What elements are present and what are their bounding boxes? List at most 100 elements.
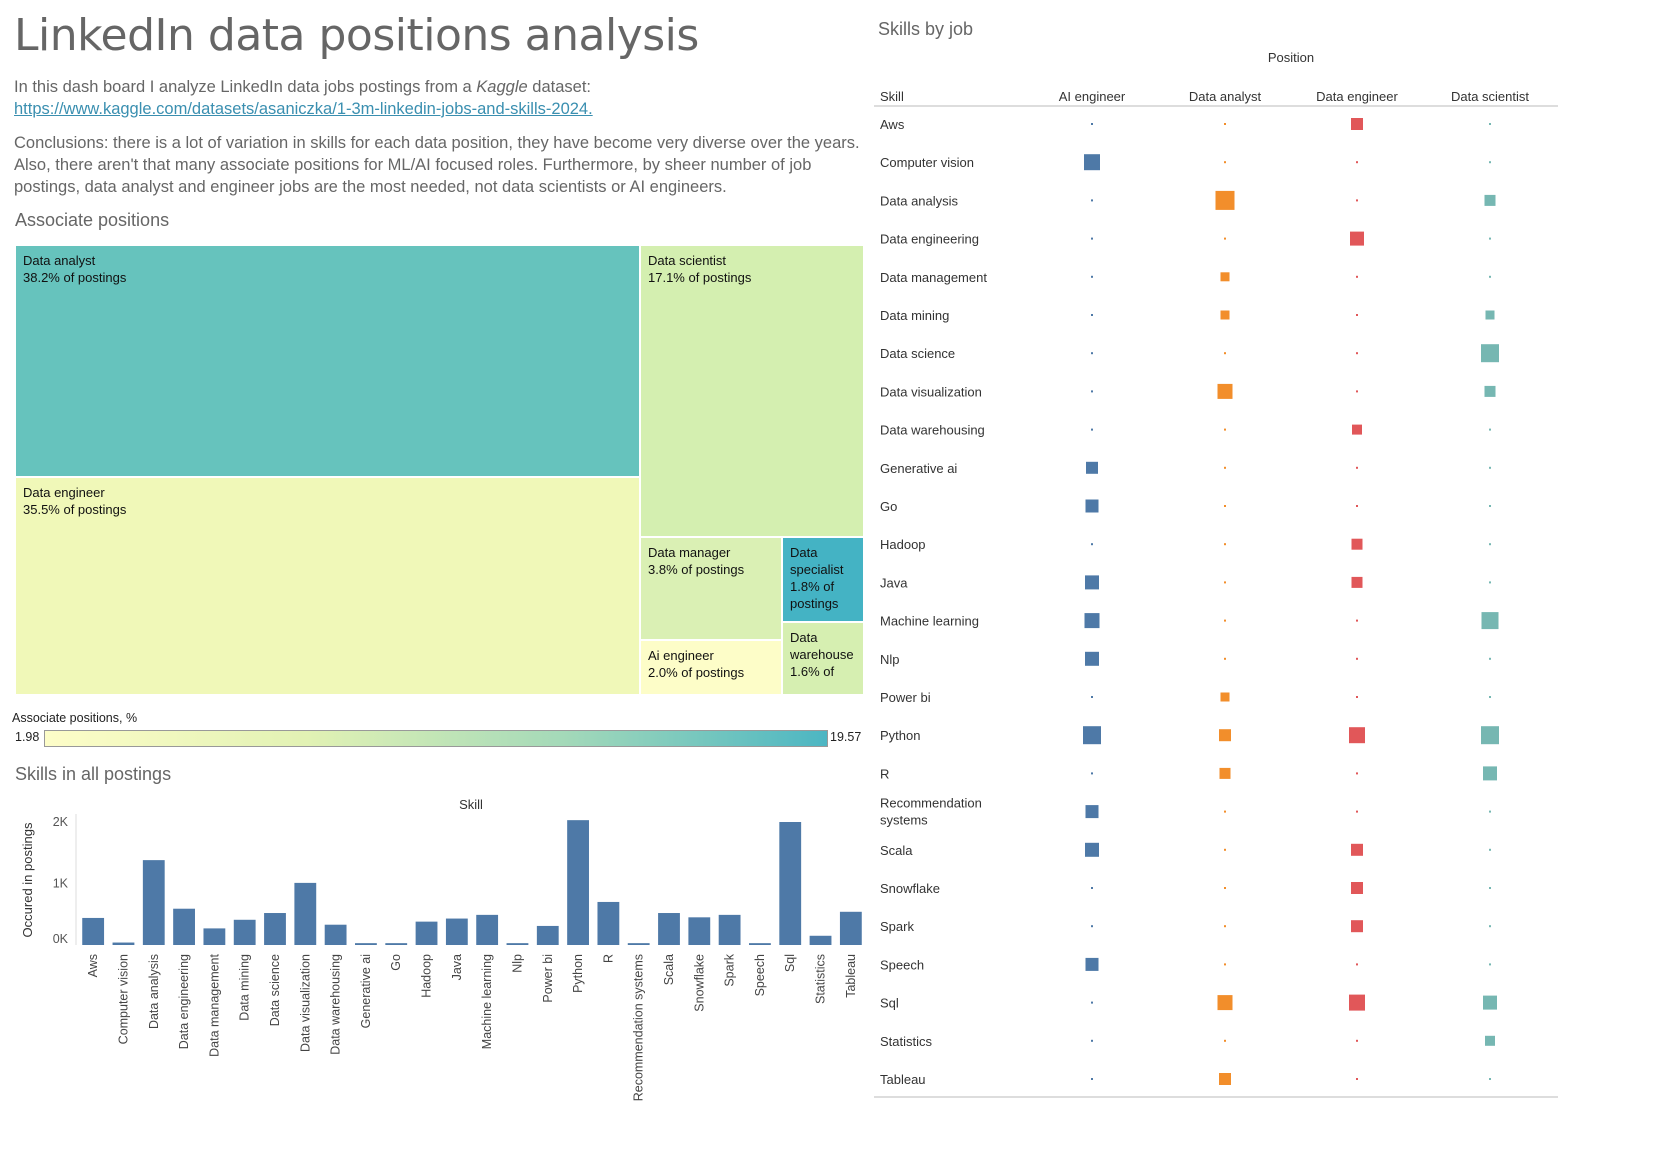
cell-speech-data-engineer[interactable] (1356, 963, 1358, 966)
bar-nlp[interactable] (506, 943, 529, 945)
cell-data-engineering-data-scientist[interactable] (1489, 237, 1491, 240)
cell-statistics-ai-engineer[interactable] (1091, 1039, 1093, 1042)
cell-data-management-data-analyst[interactable] (1220, 272, 1230, 282)
cell-snowflake-data-engineer[interactable] (1351, 882, 1363, 894)
bar-python[interactable] (567, 820, 589, 945)
cell-snowflake-data-scientist[interactable] (1489, 887, 1491, 889)
bar-java[interactable] (445, 918, 468, 945)
bar-speech[interactable] (749, 943, 771, 945)
bar-tableau[interactable] (839, 911, 862, 945)
cell-go-data-scientist[interactable] (1489, 505, 1491, 507)
bar-computer-vision[interactable] (112, 942, 135, 945)
cell-data-visualization-data-engineer[interactable] (1356, 390, 1358, 393)
cell-aws-data-analyst[interactable] (1224, 123, 1226, 125)
bar-machine-learning[interactable] (476, 914, 499, 945)
bar-data-science[interactable] (264, 913, 286, 945)
cell-data-analysis-data-engineer[interactable] (1356, 199, 1358, 202)
cell-scala-ai-engineer[interactable] (1085, 842, 1099, 857)
cell-go-ai-engineer[interactable] (1085, 499, 1099, 513)
cell-statistics-data-engineer[interactable] (1356, 1039, 1358, 1042)
cell-data-science-ai-engineer[interactable] (1091, 352, 1093, 355)
cell-hadoop-data-analyst[interactable] (1224, 543, 1226, 546)
cell-data-warehousing-data-analyst[interactable] (1224, 428, 1226, 431)
bar-data-warehousing[interactable] (324, 924, 347, 945)
cell-data-science-data-analyst[interactable] (1224, 352, 1226, 355)
cell-snowflake-data-analyst[interactable] (1224, 887, 1226, 889)
cell-data-science-data-engineer[interactable] (1356, 352, 1358, 355)
cell-speech-data-analyst[interactable] (1224, 963, 1226, 966)
cell-r-ai-engineer[interactable] (1091, 772, 1093, 775)
treemap-cell-data-warehouse[interactable]: Data warehouse 1.6% of (782, 622, 864, 695)
treemap-cell-data-engineer[interactable]: Data engineer 35.5% of postings (15, 477, 640, 695)
cell-generative-ai-ai-engineer[interactable] (1086, 461, 1098, 474)
cell-data-mining-data-analyst[interactable] (1220, 310, 1230, 320)
cell-recommendation-systems-ai-engineer[interactable] (1085, 805, 1099, 819)
cell-recommendation-systems-data-analyst[interactable] (1224, 810, 1226, 813)
cell-r-data-engineer[interactable] (1356, 772, 1358, 775)
cell-aws-ai-engineer[interactable] (1091, 123, 1093, 125)
bar-data-mining[interactable] (233, 919, 256, 945)
cell-python-data-scientist[interactable] (1481, 726, 1499, 745)
cell-computer-vision-data-analyst[interactable] (1224, 161, 1226, 164)
cell-python-ai-engineer[interactable] (1083, 726, 1101, 745)
bar-data-analysis[interactable] (142, 860, 165, 945)
cell-data-management-data-scientist[interactable] (1489, 275, 1491, 278)
cell-data-visualization-data-analyst[interactable] (1217, 383, 1233, 399)
cell-data-visualization-data-scientist[interactable] (1484, 385, 1496, 397)
cell-data-warehousing-ai-engineer[interactable] (1091, 428, 1093, 431)
cell-data-visualization-ai-engineer[interactable] (1091, 390, 1093, 393)
cell-java-data-analyst[interactable] (1224, 581, 1226, 584)
cell-recommendation-systems-data-scientist[interactable] (1489, 810, 1491, 813)
cell-machine-learning-data-analyst[interactable] (1224, 619, 1226, 622)
cell-spark-data-analyst[interactable] (1224, 925, 1226, 928)
bar-spark[interactable] (718, 914, 741, 945)
bar-recommendation-systems[interactable] (627, 943, 650, 945)
cell-data-warehousing-data-engineer[interactable] (1352, 424, 1362, 435)
bar-aws[interactable] (82, 917, 105, 945)
cell-power-bi-data-analyst[interactable] (1220, 692, 1230, 702)
cell-data-analysis-data-scientist[interactable] (1484, 194, 1496, 206)
cell-data-engineering-data-engineer[interactable] (1350, 231, 1364, 246)
cell-data-analysis-data-analyst[interactable] (1215, 190, 1235, 210)
bar-sql[interactable] (779, 822, 802, 945)
bar-power-bi[interactable] (536, 925, 559, 945)
cell-spark-data-scientist[interactable] (1489, 925, 1491, 928)
cell-aws-data-scientist[interactable] (1489, 123, 1491, 125)
cell-data-mining-ai-engineer[interactable] (1091, 314, 1093, 316)
cell-data-engineering-data-analyst[interactable] (1224, 237, 1226, 240)
bar-go[interactable] (385, 943, 408, 945)
cell-hadoop-data-scientist[interactable] (1489, 543, 1491, 546)
cell-nlp-data-engineer[interactable] (1356, 657, 1358, 660)
cell-speech-ai-engineer[interactable] (1085, 957, 1099, 971)
cell-spark-data-engineer[interactable] (1351, 920, 1363, 933)
cell-data-engineering-ai-engineer[interactable] (1091, 237, 1093, 240)
cell-power-bi-ai-engineer[interactable] (1091, 696, 1093, 698)
cell-machine-learning-data-scientist[interactable] (1481, 612, 1499, 630)
cell-r-data-analyst[interactable] (1219, 767, 1231, 779)
cell-machine-learning-data-engineer[interactable] (1356, 619, 1358, 622)
cell-java-data-scientist[interactable] (1489, 581, 1491, 584)
cell-nlp-ai-engineer[interactable] (1085, 651, 1099, 666)
cell-data-mining-data-scientist[interactable] (1485, 310, 1495, 320)
cell-sql-ai-engineer[interactable] (1091, 1001, 1093, 1004)
bar-r[interactable] (597, 901, 620, 945)
cell-hadoop-data-engineer[interactable] (1351, 538, 1363, 550)
cell-statistics-data-scientist[interactable] (1485, 1035, 1495, 1046)
cell-machine-learning-ai-engineer[interactable] (1084, 613, 1100, 629)
cell-data-management-data-engineer[interactable] (1356, 275, 1358, 278)
cell-hadoop-ai-engineer[interactable] (1091, 543, 1093, 546)
treemap-cell-data-analyst[interactable]: Data analyst 38.2% of postings (15, 245, 640, 477)
cell-python-data-analyst[interactable] (1219, 729, 1231, 742)
cell-data-management-ai-engineer[interactable] (1091, 275, 1093, 278)
cell-generative-ai-data-scientist[interactable] (1489, 466, 1491, 469)
cell-tableau-data-engineer[interactable] (1356, 1078, 1358, 1080)
cell-python-data-engineer[interactable] (1349, 727, 1365, 744)
cell-scala-data-scientist[interactable] (1489, 848, 1491, 851)
bar-hadoop[interactable] (415, 921, 438, 945)
cell-data-mining-data-engineer[interactable] (1356, 314, 1358, 316)
cell-tableau-data-analyst[interactable] (1219, 1073, 1231, 1085)
cell-speech-data-scientist[interactable] (1489, 963, 1491, 966)
dataset-link[interactable]: https://www.kaggle.com/datasets/asaniczk… (14, 100, 593, 118)
cell-sql-data-scientist[interactable] (1483, 995, 1497, 1010)
treemap-cell-data-specialist[interactable]: Data specialist 1.8% of postings (782, 537, 864, 622)
